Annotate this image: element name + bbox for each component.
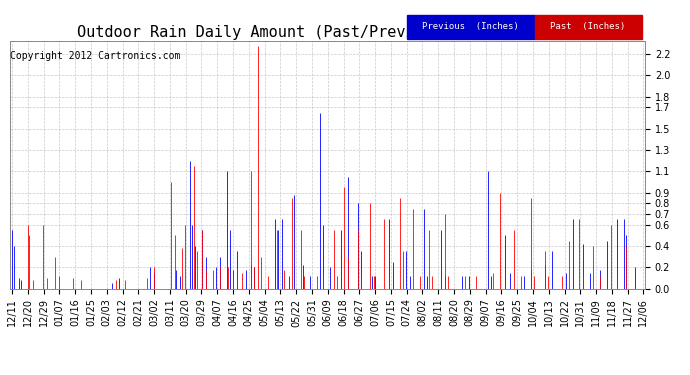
Text: Previous  (Inches): Previous (Inches) [422,22,519,32]
Title: Outdoor Rain Daily Amount (Past/Previous Year) 20121211: Outdoor Rain Daily Amount (Past/Previous… [77,25,579,40]
Text: Past  (Inches): Past (Inches) [550,22,626,32]
Text: Copyright 2012 Cartronics.com: Copyright 2012 Cartronics.com [10,51,181,61]
